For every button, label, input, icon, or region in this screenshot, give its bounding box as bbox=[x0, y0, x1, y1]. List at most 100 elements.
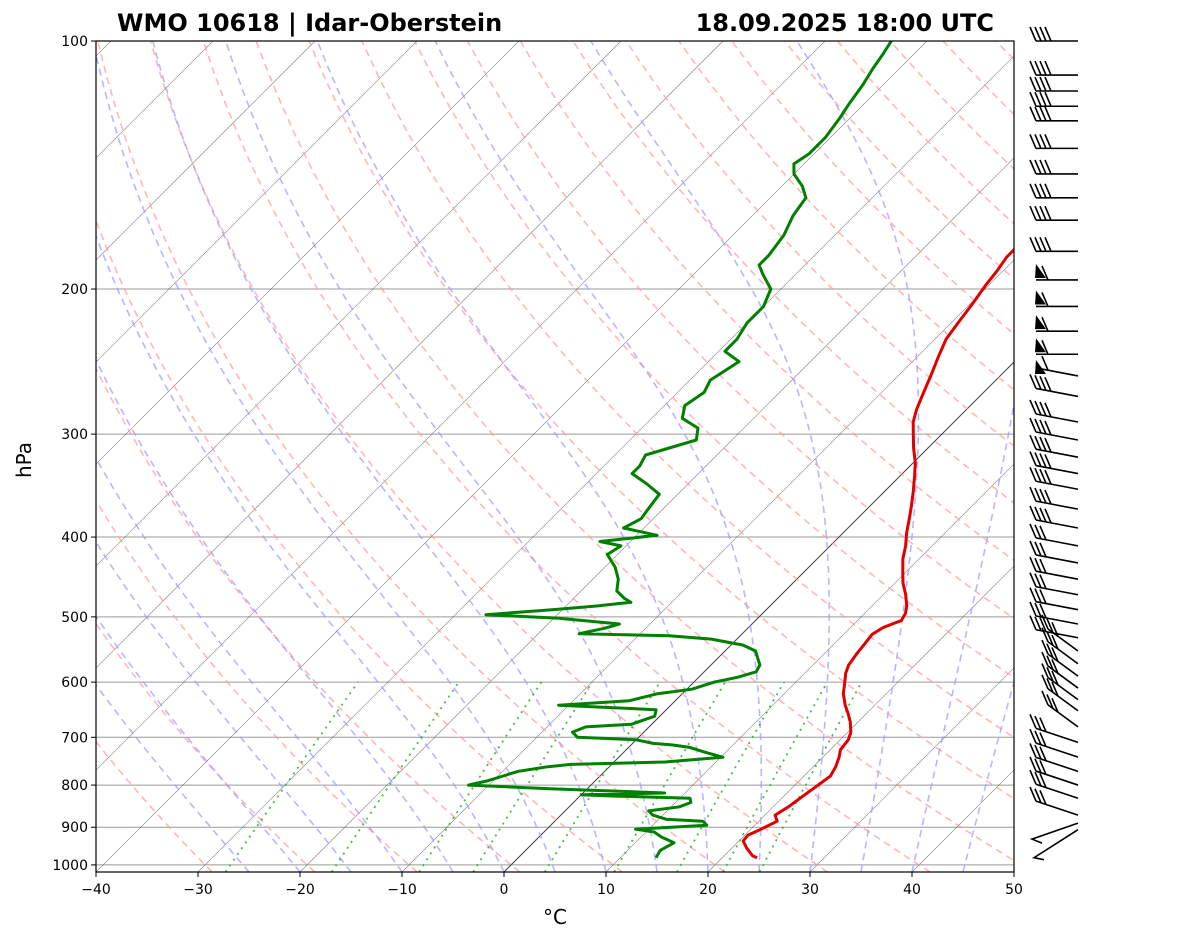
mixing-ratio-line bbox=[224, 681, 359, 872]
x-tick-label: 10 bbox=[597, 882, 615, 898]
barb-flag bbox=[1039, 603, 1047, 619]
barb-flag bbox=[1034, 588, 1042, 603]
temperature-profile bbox=[741, 247, 1014, 860]
wind-barb bbox=[1029, 466, 1079, 491]
barb-flag bbox=[1029, 743, 1037, 758]
barb-staff bbox=[1035, 431, 1079, 441]
barb-flag bbox=[1034, 467, 1042, 483]
dry-adiabat bbox=[96, 41, 726, 872]
barb-flag bbox=[1034, 541, 1042, 557]
isotherm-line bbox=[96, 41, 316, 261]
barb-flag bbox=[1039, 183, 1047, 199]
moist-adiabat bbox=[96, 456, 403, 872]
barb-flag bbox=[1051, 634, 1059, 650]
sounding-profiles bbox=[467, 41, 1014, 860]
barb-flag bbox=[1029, 728, 1037, 744]
dry-adiabat bbox=[836, 41, 1014, 225]
y-tick-label: 1000 bbox=[52, 858, 88, 874]
mixing-ratio-line bbox=[544, 681, 661, 872]
barb-flag bbox=[1034, 183, 1042, 199]
barb-flag bbox=[1039, 60, 1047, 76]
barb-flag bbox=[1034, 159, 1042, 175]
barb-pennant bbox=[1035, 290, 1046, 305]
barb-flag bbox=[1029, 540, 1037, 556]
dry-adiabat bbox=[519, 41, 1014, 562]
barb-flag bbox=[1044, 60, 1052, 76]
wind-barb bbox=[1041, 651, 1079, 689]
isotherm-line bbox=[96, 41, 418, 363]
background-grid bbox=[0, 41, 1181, 872]
wind-barb bbox=[1029, 572, 1079, 596]
barb-flag bbox=[1039, 375, 1047, 391]
wind-barb bbox=[1029, 434, 1079, 458]
barb-flag bbox=[1041, 265, 1049, 281]
y-tick-label: 100 bbox=[61, 34, 88, 50]
barb-flag bbox=[1039, 542, 1047, 558]
wind-barb bbox=[1035, 315, 1078, 332]
dry-adiabat bbox=[413, 41, 1014, 679]
barb-flag bbox=[1029, 756, 1037, 772]
barb-flag bbox=[1034, 557, 1042, 573]
barb-flag bbox=[1029, 769, 1037, 785]
isotherm-line bbox=[1116, 41, 1181, 872]
barb-staff bbox=[1035, 448, 1079, 458]
barb-flag bbox=[1029, 60, 1037, 76]
barb-staff bbox=[1035, 585, 1079, 596]
barb-flag bbox=[1041, 690, 1049, 706]
barb-flag bbox=[1029, 572, 1037, 588]
barb-flag bbox=[1034, 715, 1042, 731]
barb-flag bbox=[1051, 681, 1059, 697]
barb-flag bbox=[1029, 714, 1037, 729]
barb-flag bbox=[1029, 26, 1037, 42]
barb-flag bbox=[1051, 670, 1059, 686]
barb-flag bbox=[1046, 678, 1054, 693]
barb-flag bbox=[1034, 452, 1042, 467]
barb-staff bbox=[1035, 480, 1079, 491]
barb-flag bbox=[1029, 486, 1037, 502]
moist-adiabat bbox=[962, 679, 1014, 872]
barb-flag bbox=[1029, 615, 1037, 631]
barb-flag bbox=[1039, 76, 1047, 92]
barb-flag bbox=[1039, 134, 1047, 149]
dry-adiabat bbox=[678, 41, 1014, 391]
y-axis-label: hPa bbox=[12, 442, 36, 478]
dry-adiabat bbox=[96, 218, 623, 872]
barb-flag bbox=[1029, 106, 1037, 122]
isotherm-line bbox=[197, 55, 1014, 872]
barb-flag bbox=[1044, 489, 1052, 505]
wind-barb bbox=[1041, 690, 1079, 728]
dry-adiabat bbox=[572, 41, 1014, 504]
barb-flag bbox=[1029, 523, 1037, 539]
barb-flag bbox=[1041, 674, 1049, 690]
barb-flag bbox=[1029, 417, 1037, 433]
barb-flag bbox=[1039, 436, 1047, 452]
barb-flag bbox=[1034, 91, 1042, 107]
barb-flag bbox=[1044, 469, 1052, 485]
barb-pennant bbox=[1035, 359, 1046, 374]
moist-adiabat bbox=[796, 41, 920, 872]
dry-adiabat bbox=[96, 367, 521, 872]
dry-adiabat bbox=[255, 41, 1014, 862]
wind-barb bbox=[1031, 829, 1079, 861]
barb-staff bbox=[1035, 800, 1079, 816]
wind-barb bbox=[1029, 587, 1079, 611]
x-tick-label: −40 bbox=[81, 882, 111, 898]
barb-flag bbox=[1034, 418, 1042, 434]
isotherm-line bbox=[0, 41, 9, 872]
barb-flag bbox=[1044, 106, 1052, 122]
barb-flag bbox=[1029, 587, 1037, 602]
isotherm-line bbox=[503, 361, 1014, 872]
dry-adiabat bbox=[149, 41, 828, 872]
wind-barb bbox=[1029, 540, 1079, 564]
wind-barb bbox=[1029, 91, 1078, 108]
barb-flag bbox=[1034, 375, 1042, 390]
barb-flag bbox=[1041, 627, 1049, 643]
barb-flag bbox=[1051, 622, 1059, 637]
barb-flag bbox=[1051, 647, 1059, 662]
barb-flag bbox=[1029, 466, 1037, 482]
barb-flag bbox=[1034, 76, 1042, 92]
isotherm-line bbox=[809, 667, 1014, 872]
barb-flag bbox=[1044, 183, 1052, 199]
mixing-ratio-line bbox=[330, 681, 460, 872]
barb-flag bbox=[1034, 205, 1042, 221]
